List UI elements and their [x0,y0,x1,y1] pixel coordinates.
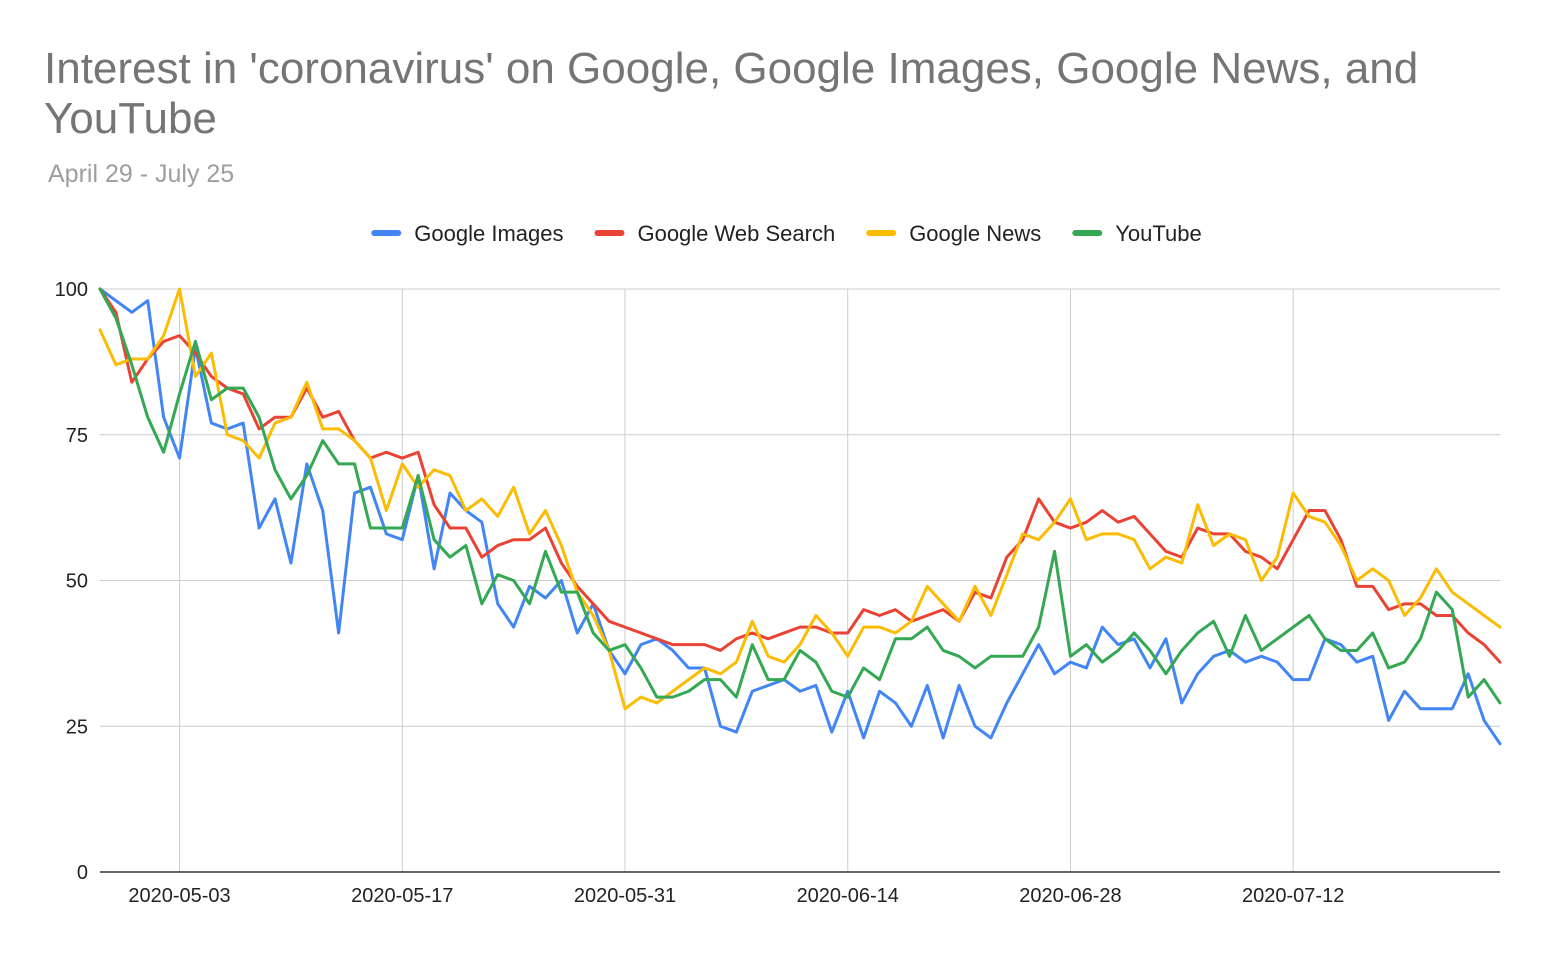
chart-title: Interest in 'coronavirus' on Google, Goo… [44,44,1419,143]
y-tick-label: 50 [66,571,88,593]
series-line-youtube [98,287,1502,705]
series-line-google-images [98,287,1502,746]
x-tick-label: 2020-06-28 [1019,885,1121,907]
gridlines [100,288,1500,872]
y-tick-label: 25 [66,716,88,738]
legend-label: Google News [909,221,1041,246]
x-tick-label: 2020-05-17 [351,885,453,907]
legend-label: YouTube [1115,221,1201,246]
legend-item-youtube: YouTube [1072,221,1202,246]
y-tick-label: 75 [66,425,88,447]
x-tick-label: 2020-05-31 [574,885,676,907]
y-tick-label: 0 [77,862,88,884]
axes: 0 25 50 75 100 2020-05-03 2020-05-17 2020-05-31… [55,279,1500,907]
series-line-google-web-search [98,287,1502,664]
legend-item-google-images: Google Images [371,221,563,246]
legend-label: Google Web Search [637,221,835,246]
y-tick-label: 100 [55,279,88,301]
x-tick-label: 2020-06-14 [797,885,899,907]
legend-item-google-web-search: Google Web Search [594,221,835,246]
series-lines [98,287,1502,746]
legend-label: Google Images [414,221,563,246]
series-line-google-news [98,287,1502,711]
x-tick-label: 2020-05-03 [128,885,230,907]
legend-item-google-news: Google News [866,221,1041,246]
legend: Google Images Google Web Search Google New… [371,221,1202,246]
x-tick-label: 2020-07-12 [1242,885,1344,907]
chart-subtitle: April 29 - July 25 [48,160,235,188]
